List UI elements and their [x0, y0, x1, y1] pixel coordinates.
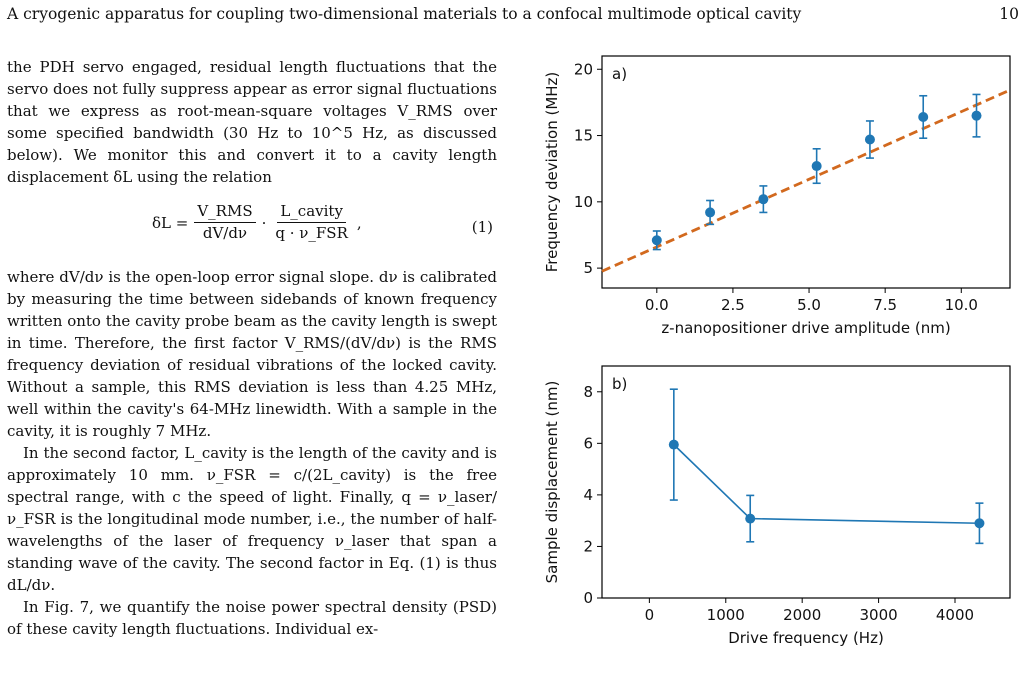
y-tick-label: 2: [583, 537, 593, 555]
x-tick-label: 1000: [707, 606, 745, 624]
data-point: [811, 161, 822, 172]
paragraph: In the second factor, L_cavity is the le…: [7, 444, 497, 594]
panel-label: a): [612, 65, 627, 83]
equation-body: δL = V_RMS dV/dν · L_cavity q · ν_FSR ,: [152, 202, 362, 243]
y-tick-label: 15: [574, 127, 593, 145]
body-text-column: the PDH servo engaged, residual length f…: [7, 56, 497, 640]
x-tick-label: 10.0: [945, 296, 978, 314]
eq-dot: ·: [261, 213, 267, 232]
plot-frame: [601, 55, 1011, 289]
y-axis-label: Sample displacement (nm): [543, 381, 561, 584]
data-point: [971, 110, 982, 121]
equation-number: (1): [471, 218, 493, 236]
x-tick-label: 2.5: [721, 296, 745, 314]
data-point: [918, 111, 929, 122]
fraction-2-denominator: q · ν_FSR: [275, 224, 348, 242]
x-tick-label: 0.0: [645, 296, 669, 314]
running-head: A cryogenic apparatus for coupling two-d…: [7, 4, 1019, 24]
page-number: 10: [999, 5, 1019, 23]
fraction-2: L_cavity q · ν_FSR: [272, 202, 351, 243]
data-point: [974, 518, 985, 529]
plot-frame: [601, 365, 1011, 599]
eq-tail: ,: [356, 213, 362, 232]
data-point: [651, 235, 662, 246]
panel-label: b): [612, 375, 627, 393]
paper-title: A cryogenic apparatus for coupling two-d…: [7, 5, 802, 23]
paragraph: the PDH servo engaged, residual length f…: [7, 58, 497, 186]
eq-lhs: δL =: [152, 213, 189, 232]
paragraph: In Fig. 7, we quantify the noise power s…: [7, 598, 497, 638]
data-point: [668, 439, 679, 450]
y-tick-label: 6: [583, 434, 593, 452]
x-tick-label: 0: [645, 606, 655, 624]
x-tick-label: 2000: [783, 606, 821, 624]
fraction-1: V_RMS dV/dν: [194, 202, 256, 243]
paragraph: where dV/dν is the open-loop error signa…: [7, 268, 497, 440]
x-tick-label: 4000: [936, 606, 974, 624]
x-tick-label: 3000: [859, 606, 897, 624]
y-tick-label: 5: [583, 259, 593, 277]
fraction-2-numerator: L_cavity: [277, 202, 346, 223]
chart-b: 0 1000 2000 3000 4000 0 2 4 6 8 Drive frequency (H…: [543, 365, 1011, 647]
y-tick-label: 0: [583, 589, 593, 607]
equation-1: δL = V_RMS dV/dν · L_cavity q · ν_FSR , …: [7, 194, 497, 260]
x-axis-label: Drive frequency (Hz): [728, 629, 884, 647]
x-tick-label: 7.5: [873, 296, 897, 314]
data-point: [705, 207, 716, 218]
x-axis-label: z-nanopositioner drive amplitude (nm): [661, 319, 950, 337]
chart-a: 0.0 2.5 5.0 7.5 10.0 5 10 15 20 z-nanopositioner …: [543, 55, 1011, 337]
y-axis-label: Frequency deviation (MHz): [543, 72, 561, 273]
y-tick-label: 10: [574, 193, 593, 211]
y-tick-label: 8: [583, 383, 593, 401]
data-point: [758, 194, 769, 205]
figure-panels: 0.0 2.5 5.0 7.5 10.0 5 10 15 20 z-nanopositioner …: [530, 52, 1020, 682]
x-tick-label: 5.0: [797, 296, 821, 314]
fit-line: [601, 88, 1011, 273]
data-point: [745, 513, 756, 524]
fraction-1-denominator: dV/dν: [202, 224, 248, 242]
fraction-1-numerator: V_RMS: [194, 202, 256, 223]
y-tick-label: 20: [574, 60, 593, 78]
data-point: [864, 134, 875, 145]
y-tick-label: 4: [583, 486, 593, 504]
series-line: [673, 444, 980, 525]
